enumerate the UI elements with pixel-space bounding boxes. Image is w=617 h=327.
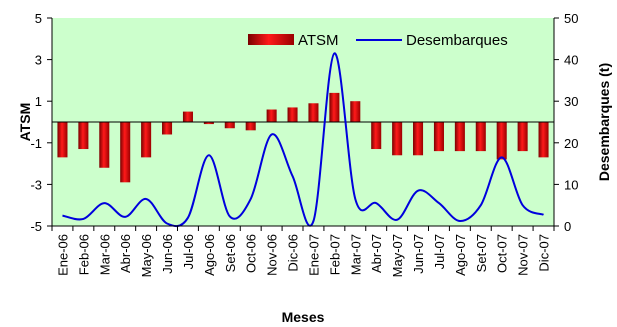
y-left-tick-label: 1 (35, 94, 42, 109)
atsm-bar (371, 122, 382, 150)
x-tick-label: Abr-07 (369, 234, 384, 273)
x-tick-label: Feb-06 (76, 234, 91, 275)
atsm-bar (454, 122, 465, 152)
x-tick-label: Ene-07 (306, 234, 321, 276)
y-right-tick-label: 50 (564, 11, 578, 26)
atsm-bar (266, 109, 277, 122)
y-left-tick-label: -1 (30, 136, 42, 151)
x-tick-label: Set-07 (474, 234, 489, 272)
y-right-tick-label: 0 (564, 219, 571, 234)
x-tick-labels: Ene-06 Feb-06 Mar-06 Abr-06 May-06 Jun-06 Jul-… (55, 234, 551, 277)
atsm-bar (57, 122, 68, 158)
bars-layer (57, 92, 549, 183)
atsm-bar (350, 101, 361, 122)
x-tick-label: Oct-07 (495, 234, 510, 273)
y-axis-right-title: Desembarques (t) (596, 63, 612, 181)
x-tick-label: Mar-07 (348, 234, 363, 275)
legend: ATSM Desembarques (248, 32, 508, 49)
y-left-tick-label: 5 (35, 11, 42, 26)
atsm-bar (308, 103, 319, 122)
atsm-bar (496, 122, 507, 160)
x-tick-label: Mar-06 (97, 234, 112, 275)
x-tick-label: May-07 (390, 234, 405, 277)
x-tick-label: Nov-06 (265, 234, 280, 276)
x-tick-label: Abr-06 (118, 234, 133, 273)
atsm-bar (517, 122, 528, 152)
desembarques-line (62, 52, 544, 228)
atsm-bar (245, 122, 256, 131)
x-tick-label: Ago-07 (453, 234, 468, 276)
atsm-bar (392, 122, 403, 156)
y-right-tick-label: 40 (564, 53, 578, 68)
y-axis-left-title: ATSM (17, 103, 33, 142)
y-left-tick-label: 3 (35, 53, 42, 68)
atsm-bar (433, 122, 444, 152)
x-tick-label: Jul-07 (432, 234, 447, 269)
x-tick-label: May-06 (139, 234, 154, 277)
atsm-bar (141, 122, 152, 158)
atsm-bar (538, 122, 549, 158)
x-tick-label: Ene-06 (55, 234, 70, 276)
atsm-bar (78, 122, 89, 150)
x-tick-label: Dic-06 (286, 234, 301, 272)
y-left-tick-label: -3 (30, 177, 42, 192)
x-tick-label: Dic-07 (537, 234, 552, 272)
x-tick-label: Jun-06 (160, 234, 175, 274)
atsm-bar (224, 122, 235, 129)
y-right-tick-label: 30 (564, 94, 578, 109)
atsm-bar (329, 92, 340, 122)
atsm-bar (182, 111, 193, 122)
legend-swatch-atsm (248, 34, 294, 45)
atsm-bar (475, 122, 486, 152)
x-tick-label: Oct-06 (244, 234, 259, 273)
x-tick-label: Jun-07 (411, 234, 426, 274)
x-tick-label: Jul-06 (181, 234, 196, 269)
atsm-bar (413, 122, 424, 156)
y-left-tick-label: -5 (30, 219, 42, 234)
atsm-bar (99, 122, 110, 168)
atsm-bar (287, 107, 298, 122)
x-tick-label: Set-06 (223, 234, 238, 272)
x-tick-label: Nov-07 (516, 234, 531, 276)
atsm-bar (203, 122, 214, 125)
x-tick-label: Feb-07 (327, 234, 342, 275)
legend-label-desembarques: Desembarques (406, 32, 508, 49)
y-right-tick-label: 20 (564, 136, 578, 151)
x-tick-label: Ago-06 (202, 234, 217, 276)
atsm-bar (120, 122, 131, 183)
x-axis-title: Meses (282, 309, 325, 325)
legend-label-atsm: ATSM (298, 32, 339, 49)
atsm-bar (162, 122, 173, 135)
y-right-tick-label: 10 (564, 177, 578, 192)
